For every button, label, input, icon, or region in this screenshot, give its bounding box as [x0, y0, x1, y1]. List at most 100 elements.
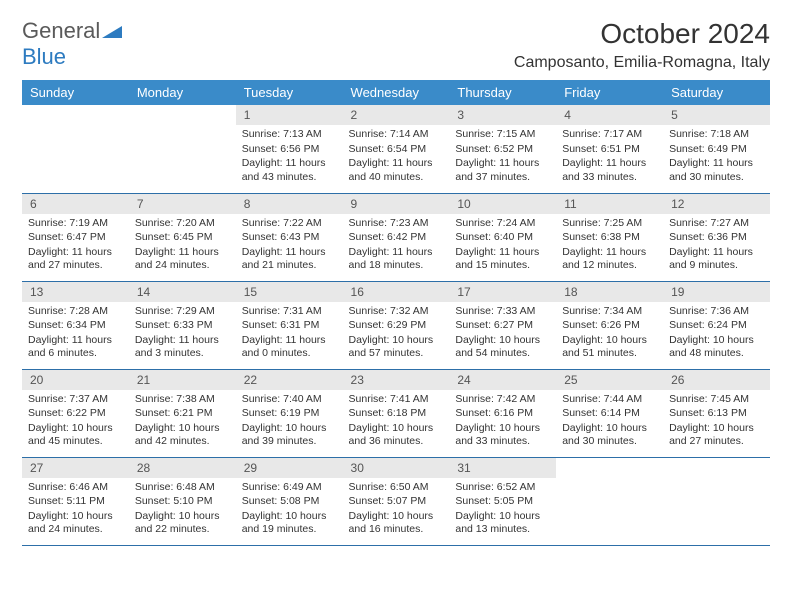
sunrise-text: Sunrise: 7:40 AM	[242, 393, 337, 407]
daylight-text: Daylight: 11 hours and 0 minutes.	[242, 334, 337, 361]
daylight-text: Daylight: 11 hours and 24 minutes.	[135, 246, 230, 273]
day-number: 6	[22, 194, 129, 214]
calendar-cell: 27Sunrise: 6:46 AMSunset: 5:11 PMDayligh…	[22, 457, 129, 545]
day-body: Sunrise: 6:46 AMSunset: 5:11 PMDaylight:…	[22, 478, 129, 543]
day-body: Sunrise: 7:29 AMSunset: 6:33 PMDaylight:…	[129, 302, 236, 367]
sunset-text: Sunset: 6:31 PM	[242, 319, 337, 333]
calendar-cell: 11Sunrise: 7:25 AMSunset: 6:38 PMDayligh…	[556, 193, 663, 281]
calendar-cell: 7 Sunrise: 7:20 AMSunset: 6:45 PMDaylight…	[129, 193, 236, 281]
daylight-text: Daylight: 11 hours and 30 minutes.	[669, 157, 764, 184]
day-header: Friday	[556, 80, 663, 105]
calendar-cell: 30Sunrise: 6:50 AMSunset: 5:07 PMDayligh…	[343, 457, 450, 545]
sunset-text: Sunset: 6:19 PM	[242, 407, 337, 421]
sunrise-text: Sunrise: 6:46 AM	[28, 481, 123, 495]
day-number: 24	[449, 370, 556, 390]
day-number: 11	[556, 194, 663, 214]
calendar-cell: 24Sunrise: 7:42 AMSunset: 6:16 PMDayligh…	[449, 369, 556, 457]
day-header: Thursday	[449, 80, 556, 105]
sunset-text: Sunset: 5:05 PM	[455, 495, 550, 509]
sunset-text: Sunset: 6:38 PM	[562, 231, 657, 245]
calendar-body: 1Sunrise: 7:13 AMSunset: 6:56 PMDaylight…	[22, 105, 770, 545]
sunrise-text: Sunrise: 7:23 AM	[349, 217, 444, 231]
day-body: Sunrise: 6:52 AMSunset: 5:05 PMDaylight:…	[449, 478, 556, 543]
calendar-cell: 3Sunrise: 7:15 AMSunset: 6:52 PMDaylight…	[449, 105, 556, 193]
daylight-text: Daylight: 11 hours and 15 minutes.	[455, 246, 550, 273]
day-header: Sunday	[22, 80, 129, 105]
calendar-cell: 26Sunrise: 7:45 AMSunset: 6:13 PMDayligh…	[663, 369, 770, 457]
day-number: 26	[663, 370, 770, 390]
calendar-cell	[22, 105, 129, 193]
daylight-text: Daylight: 11 hours and 18 minutes.	[349, 246, 444, 273]
logo: General Blue	[22, 18, 122, 70]
daylight-text: Daylight: 10 hours and 36 minutes.	[349, 422, 444, 449]
day-body: Sunrise: 7:22 AMSunset: 6:43 PMDaylight:…	[236, 214, 343, 279]
sunrise-text: Sunrise: 7:27 AM	[669, 217, 764, 231]
day-body: Sunrise: 7:41 AMSunset: 6:18 PMDaylight:…	[343, 390, 450, 455]
calendar-cell	[556, 457, 663, 545]
calendar-cell: 19Sunrise: 7:36 AMSunset: 6:24 PMDayligh…	[663, 281, 770, 369]
calendar-cell: 8Sunrise: 7:22 AMSunset: 6:43 PMDaylight…	[236, 193, 343, 281]
calendar-cell: 22Sunrise: 7:40 AMSunset: 6:19 PMDayligh…	[236, 369, 343, 457]
day-body: Sunrise: 7:15 AMSunset: 6:52 PMDaylight:…	[449, 125, 556, 190]
daylight-text: Daylight: 10 hours and 13 minutes.	[455, 510, 550, 537]
logo-text: General Blue	[22, 18, 122, 70]
daylight-text: Daylight: 10 hours and 45 minutes.	[28, 422, 123, 449]
calendar-table: SundayMondayTuesdayWednesdayThursdayFrid…	[22, 80, 770, 546]
daylight-text: Daylight: 11 hours and 37 minutes.	[455, 157, 550, 184]
daylight-text: Daylight: 11 hours and 12 minutes.	[562, 246, 657, 273]
daylight-text: Daylight: 10 hours and 30 minutes.	[562, 422, 657, 449]
day-body: Sunrise: 7:42 AMSunset: 6:16 PMDaylight:…	[449, 390, 556, 455]
day-number: 9	[343, 194, 450, 214]
sunset-text: Sunset: 5:10 PM	[135, 495, 230, 509]
sunset-text: Sunset: 6:43 PM	[242, 231, 337, 245]
sunset-text: Sunset: 6:45 PM	[135, 231, 230, 245]
daylight-text: Daylight: 11 hours and 21 minutes.	[242, 246, 337, 273]
day-body: Sunrise: 6:49 AMSunset: 5:08 PMDaylight:…	[236, 478, 343, 543]
daylight-text: Daylight: 10 hours and 57 minutes.	[349, 334, 444, 361]
sunrise-text: Sunrise: 7:45 AM	[669, 393, 764, 407]
logo-word1: General	[22, 18, 100, 43]
sunset-text: Sunset: 6:36 PM	[669, 231, 764, 245]
calendar-cell: 12Sunrise: 7:27 AMSunset: 6:36 PMDayligh…	[663, 193, 770, 281]
day-body: Sunrise: 6:50 AMSunset: 5:07 PMDaylight:…	[343, 478, 450, 543]
day-number: 25	[556, 370, 663, 390]
daylight-text: Daylight: 11 hours and 6 minutes.	[28, 334, 123, 361]
sunrise-text: Sunrise: 7:33 AM	[455, 305, 550, 319]
calendar-week: 27Sunrise: 6:46 AMSunset: 5:11 PMDayligh…	[22, 457, 770, 545]
sunset-text: Sunset: 6:14 PM	[562, 407, 657, 421]
sunrise-text: Sunrise: 7:41 AM	[349, 393, 444, 407]
day-number: 7	[129, 194, 236, 214]
daylight-text: Daylight: 11 hours and 33 minutes.	[562, 157, 657, 184]
day-header: Tuesday	[236, 80, 343, 105]
day-number: 8	[236, 194, 343, 214]
logo-word2: Blue	[22, 44, 66, 69]
calendar-cell: 10Sunrise: 7:24 AMSunset: 6:40 PMDayligh…	[449, 193, 556, 281]
sunrise-text: Sunrise: 7:42 AM	[455, 393, 550, 407]
calendar-cell: 25Sunrise: 7:44 AMSunset: 6:14 PMDayligh…	[556, 369, 663, 457]
daylight-text: Daylight: 10 hours and 22 minutes.	[135, 510, 230, 537]
sunrise-text: Sunrise: 7:37 AM	[28, 393, 123, 407]
calendar-cell: 4Sunrise: 7:17 AMSunset: 6:51 PMDaylight…	[556, 105, 663, 193]
calendar-week: 6Sunrise: 7:19 AMSunset: 6:47 PMDaylight…	[22, 193, 770, 281]
sunset-text: Sunset: 6:56 PM	[242, 143, 337, 157]
daylight-text: Daylight: 10 hours and 42 minutes.	[135, 422, 230, 449]
day-number: 28	[129, 458, 236, 478]
month-title: October 2024	[514, 18, 770, 50]
sunset-text: Sunset: 6:13 PM	[669, 407, 764, 421]
day-number: 10	[449, 194, 556, 214]
sunrise-text: Sunrise: 7:20 AM	[135, 217, 230, 231]
sunrise-text: Sunrise: 7:44 AM	[562, 393, 657, 407]
calendar-cell: 20Sunrise: 7:37 AMSunset: 6:22 PMDayligh…	[22, 369, 129, 457]
day-body: Sunrise: 7:36 AMSunset: 6:24 PMDaylight:…	[663, 302, 770, 367]
sunset-text: Sunset: 6:49 PM	[669, 143, 764, 157]
day-number: 13	[22, 282, 129, 302]
day-header: Saturday	[663, 80, 770, 105]
daylight-text: Daylight: 11 hours and 40 minutes.	[349, 157, 444, 184]
daylight-text: Daylight: 11 hours and 43 minutes.	[242, 157, 337, 184]
daylight-text: Daylight: 10 hours and 33 minutes.	[455, 422, 550, 449]
calendar-cell: 1Sunrise: 7:13 AMSunset: 6:56 PMDaylight…	[236, 105, 343, 193]
day-body: Sunrise: 7:44 AMSunset: 6:14 PMDaylight:…	[556, 390, 663, 455]
sunset-text: Sunset: 6:51 PM	[562, 143, 657, 157]
day-number: 18	[556, 282, 663, 302]
sunrise-text: Sunrise: 7:32 AM	[349, 305, 444, 319]
